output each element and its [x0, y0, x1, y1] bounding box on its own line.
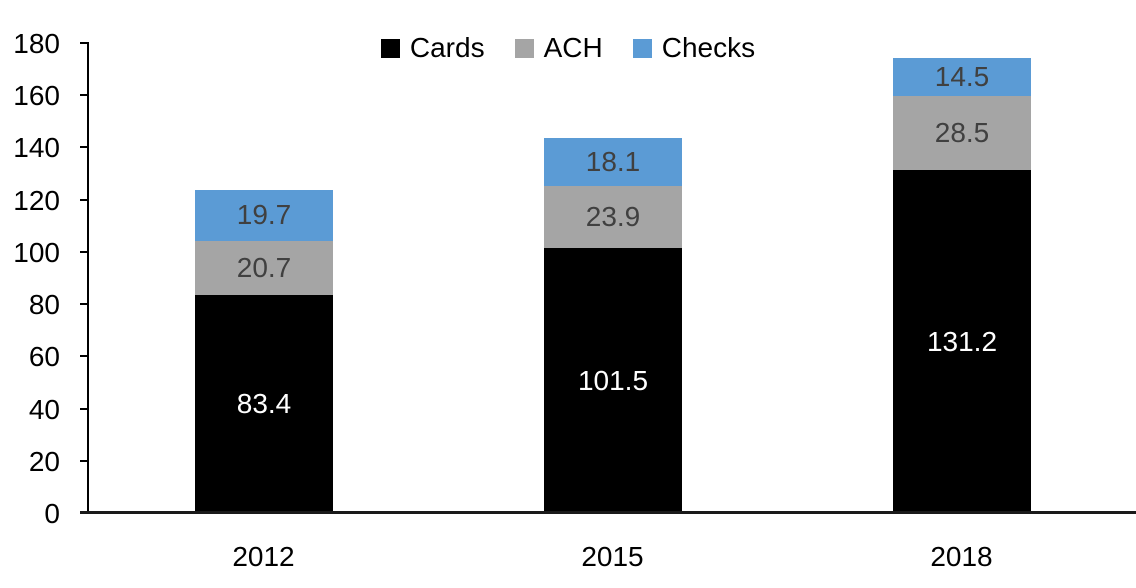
bar-segment-ach-2012: 20.7 [195, 241, 333, 296]
bar-segment-ach-2015: 23.9 [544, 185, 682, 248]
y-axis-tick [80, 407, 89, 410]
legend-swatch-icon [632, 38, 652, 58]
x-tick-label-2018: 2018 [930, 541, 993, 572]
y-axis-tick [80, 94, 89, 97]
y-axis-tick [80, 303, 89, 306]
y-axis-line [87, 43, 89, 514]
y-tick-label: 80 [28, 289, 60, 321]
value-label-checks-2012: 19.7 [236, 199, 292, 231]
y-axis-tick [80, 198, 89, 201]
y-axis-tick [80, 355, 89, 358]
value-label-ach-2018: 28.5 [934, 117, 990, 149]
bar-segment-ach-2018: 28.5 [893, 96, 1031, 171]
y-axis-tick [80, 42, 89, 44]
legend-item-cards: Cards [380, 32, 485, 63]
bar-segment-cards-2012: 83.4 [195, 295, 333, 513]
chart-legend: Cards ACH Checks [0, 31, 1136, 65]
legend-label-checks: Checks [661, 32, 756, 63]
y-axis-tick [80, 250, 89, 253]
value-label-ach-2015: 23.9 [585, 200, 641, 232]
bar-segment-checks-2015: 18.1 [544, 138, 682, 186]
legend-swatch-icon [380, 38, 400, 58]
y-tick-label: 100 [13, 236, 60, 268]
value-label-cards-2012: 83.4 [236, 388, 292, 420]
y-tick-label: 140 [13, 132, 60, 164]
bar-segment-cards-2018: 131.2 [893, 170, 1031, 513]
x-axis-line [80, 511, 1136, 514]
y-axis-tick [80, 459, 89, 462]
y-tick-label: 40 [28, 393, 60, 425]
bar-segment-cards-2015: 101.5 [544, 248, 682, 513]
legend-item-ach: ACH [514, 32, 603, 63]
legend-swatch-icon [514, 38, 534, 58]
value-label-checks-2018: 14.5 [934, 61, 990, 93]
legend-item-checks: Checks [632, 32, 756, 63]
legend-label-cards: Cards [409, 32, 485, 63]
value-label-ach-2012: 20.7 [236, 252, 292, 284]
value-label-cards-2015: 101.5 [577, 364, 649, 396]
value-label-cards-2018: 131.2 [926, 325, 998, 357]
x-tick-label-2015: 2015 [581, 541, 644, 572]
y-tick-label: 120 [13, 184, 60, 216]
y-tick-label: 180 [13, 28, 60, 59]
y-axis-tick [80, 146, 89, 149]
bar-segment-checks-2012: 19.7 [195, 189, 333, 242]
y-tick-label: 20 [28, 445, 60, 477]
bar-segment-checks-2018: 14.5 [893, 58, 1031, 96]
y-tick-label: 60 [28, 341, 60, 373]
y-tick-label: 160 [13, 80, 60, 112]
value-label-checks-2015: 18.1 [585, 145, 641, 177]
y-tick-label: 0 [44, 498, 60, 529]
x-tick-label-2012: 2012 [232, 541, 295, 572]
legend-label-ach: ACH [543, 32, 603, 63]
